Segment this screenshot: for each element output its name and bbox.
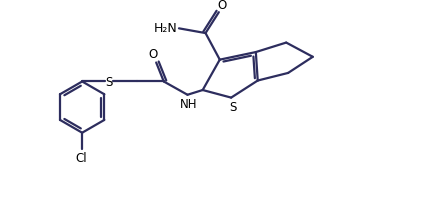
Text: NH: NH xyxy=(179,97,197,110)
Text: H₂N: H₂N xyxy=(154,22,177,35)
Text: O: O xyxy=(217,0,226,12)
Text: O: O xyxy=(148,48,158,61)
Text: S: S xyxy=(229,100,236,113)
Text: Cl: Cl xyxy=(75,151,87,164)
Text: S: S xyxy=(105,76,112,88)
